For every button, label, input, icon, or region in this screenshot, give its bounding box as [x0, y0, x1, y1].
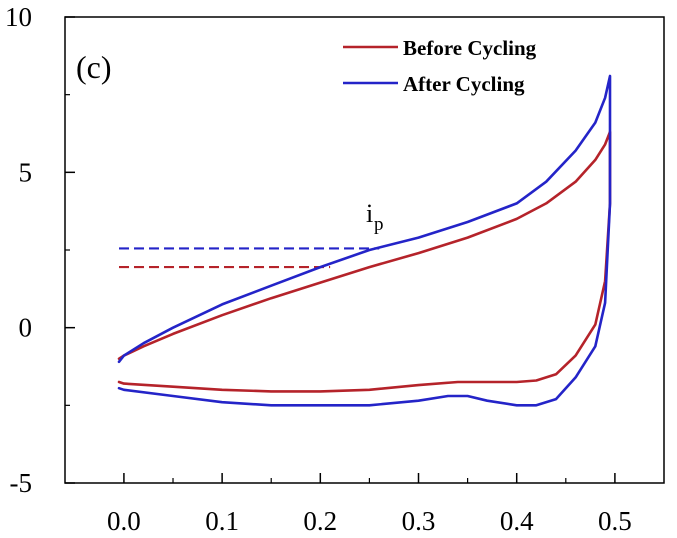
- legend: Before Cycling After Cycling: [343, 36, 537, 96]
- x-tick-label: 0.2: [303, 506, 337, 533]
- plot-frame: [64, 16, 665, 484]
- x-tick-label: 0.0: [107, 506, 141, 533]
- dashed-lines-group: [119, 247, 380, 269]
- legend-label-before-cycling: Before Cycling: [403, 36, 537, 60]
- series-line-before-cycling: [117, 130, 612, 393]
- y-tick-label: -5: [10, 468, 33, 498]
- ip-annotation-main: i: [366, 199, 373, 228]
- ip-annotation: i p: [366, 199, 384, 235]
- x-tick-label: 0.3: [402, 506, 436, 533]
- series-line-after-cycling: [117, 74, 612, 407]
- legend-label-after-cycling: After Cycling: [403, 72, 525, 96]
- x-tick-label: 0.5: [598, 506, 632, 533]
- x-tick-label: 0.4: [500, 506, 534, 533]
- x-tick-label: 0.1: [205, 506, 239, 533]
- panel-label: (c): [76, 49, 112, 85]
- y-tick-label: 10: [5, 2, 32, 32]
- y-tick-label: 0: [19, 313, 33, 343]
- tick-labels-group: 0.0 0.1 0.2 0.3 0.4 0.5 -5 0 5 10: [5, 2, 632, 536]
- ip-annotation-subscript: p: [374, 214, 384, 235]
- y-tick-label: 5: [19, 157, 33, 187]
- series-group: [117, 74, 612, 407]
- ticks-group: [65, 16, 616, 484]
